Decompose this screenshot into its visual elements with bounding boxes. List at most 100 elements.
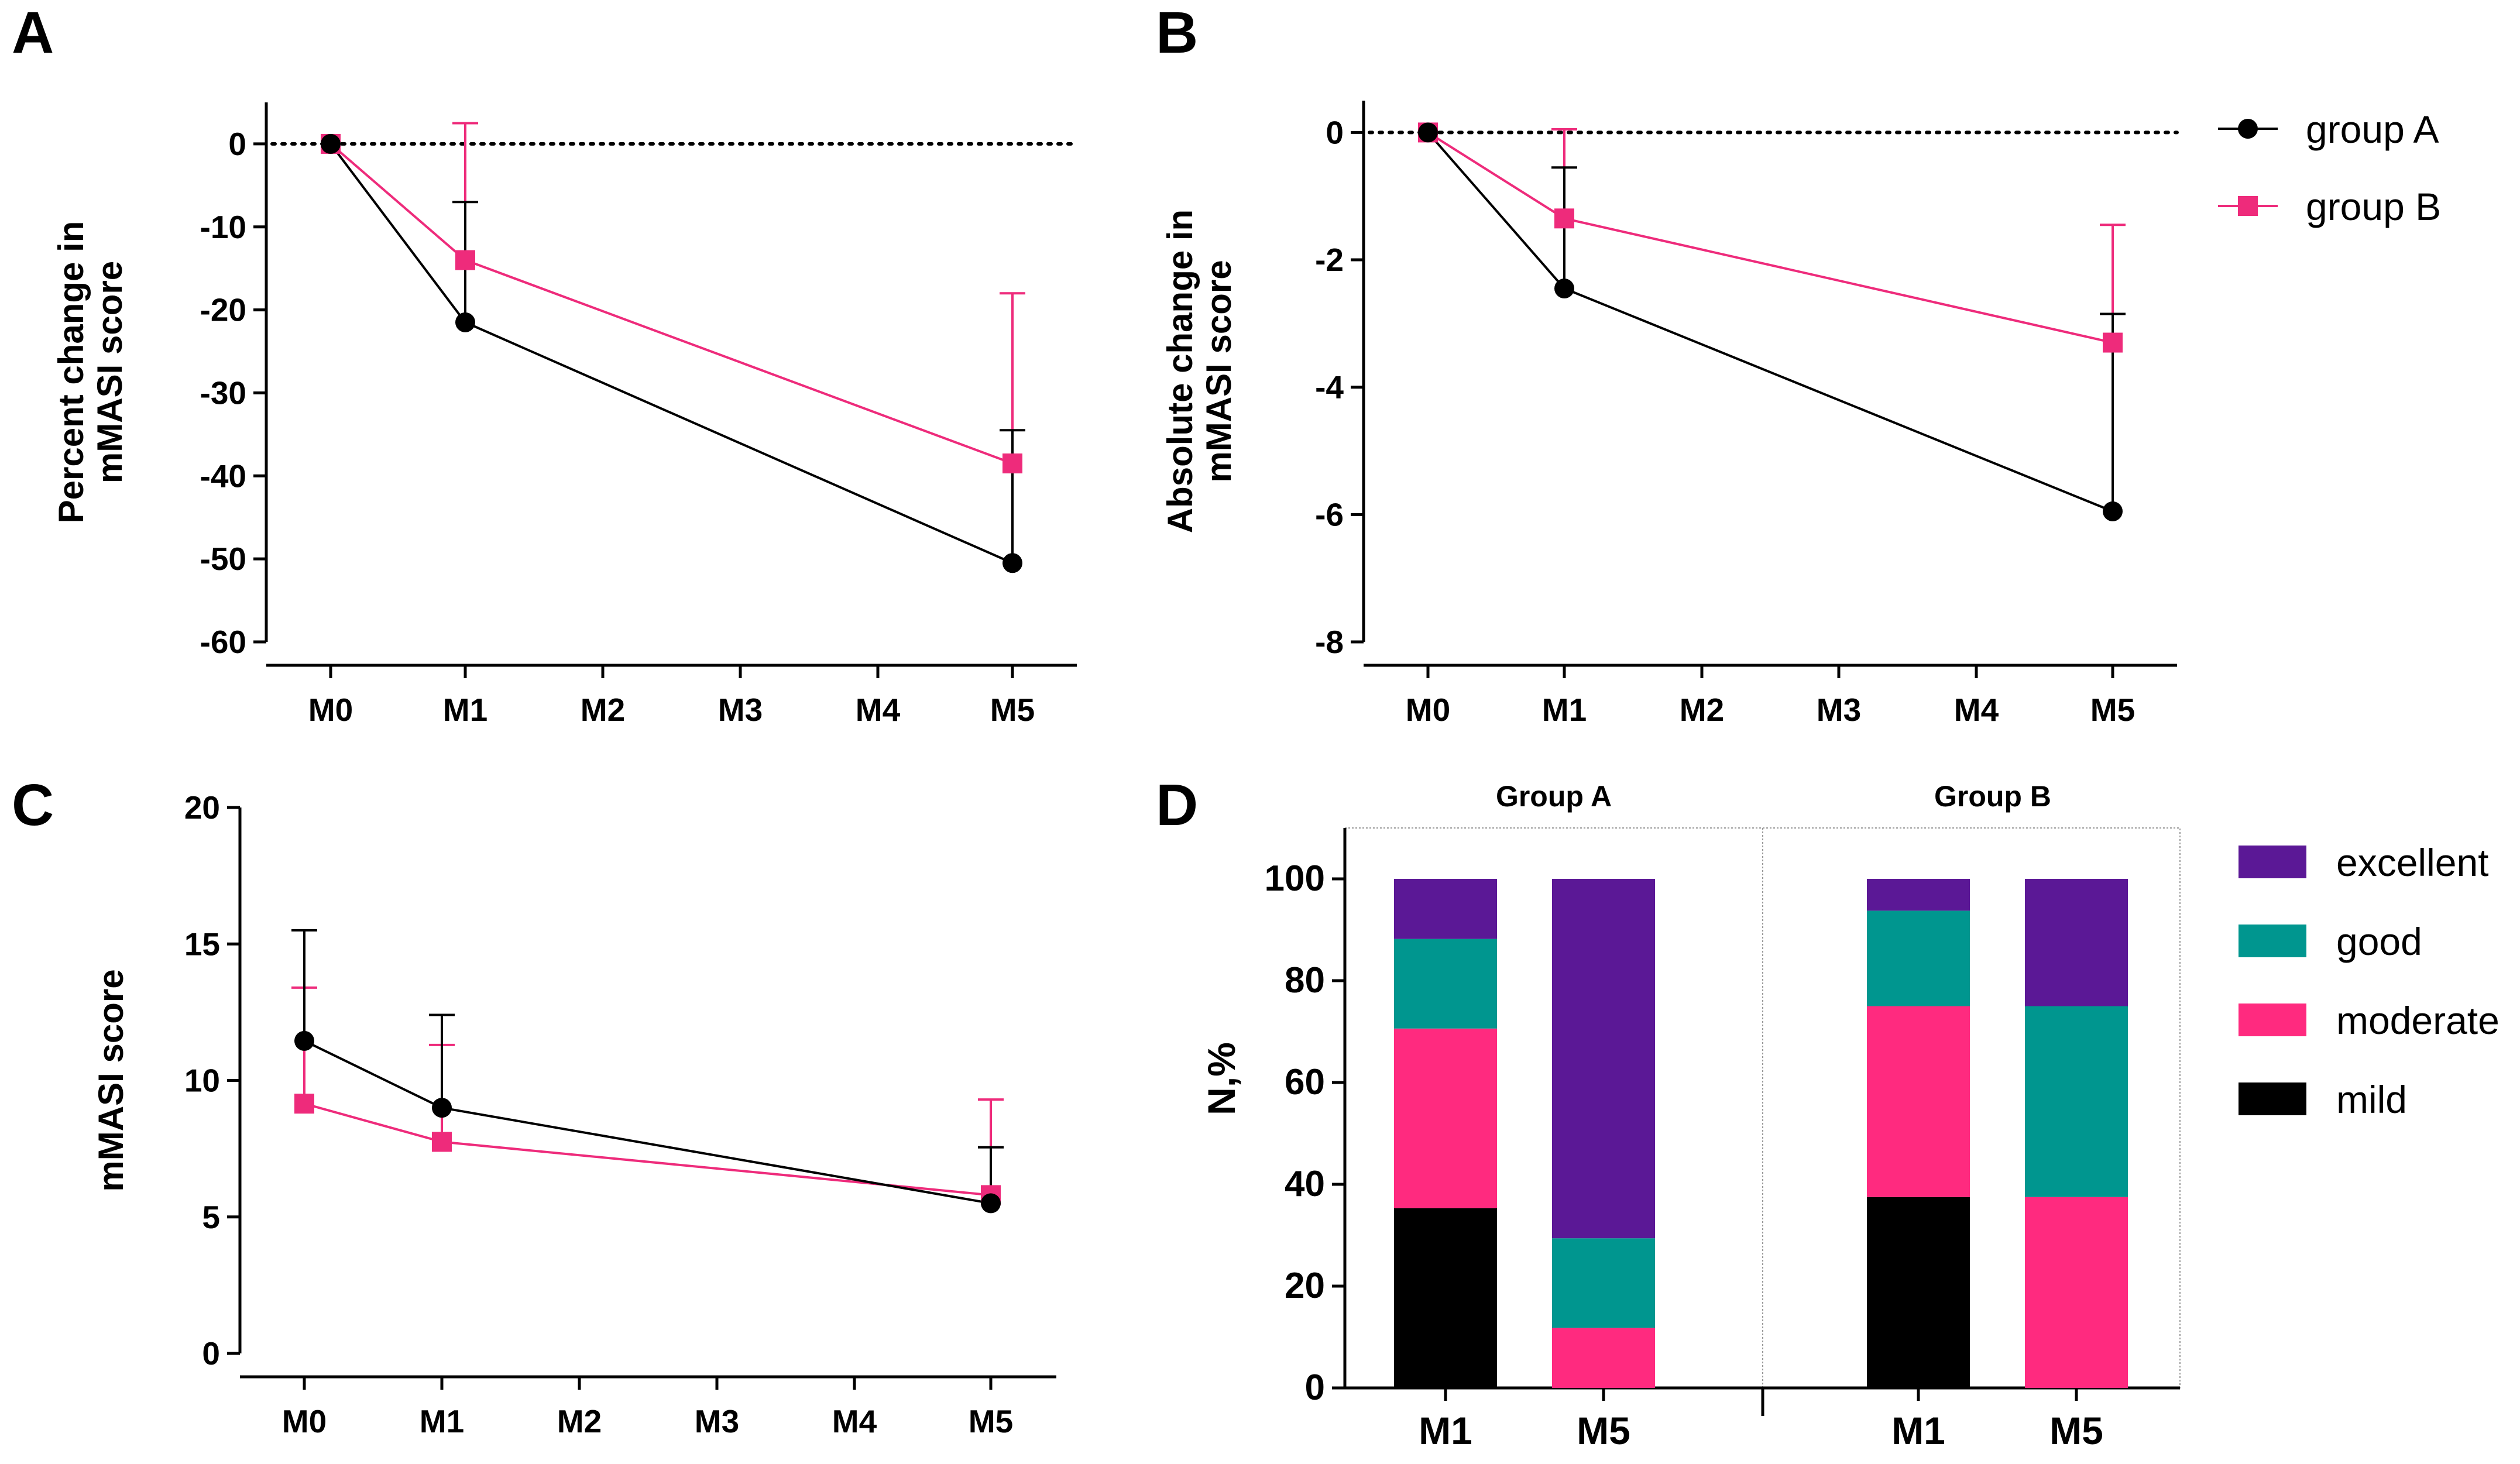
data-point-group-a xyxy=(1418,122,1438,143)
bar-segment-good xyxy=(1552,1238,1655,1328)
y-tick-label: -2 xyxy=(1315,242,1344,278)
data-point-group-a xyxy=(432,1098,452,1118)
y-tick-label: 15 xyxy=(184,926,220,962)
series-line-group-a xyxy=(304,1040,991,1205)
x-tick-label: M3 xyxy=(1817,692,1861,728)
bar-segment-good xyxy=(1867,910,1970,1006)
bar-segment-excellent xyxy=(1867,879,1970,911)
legend-label: mild xyxy=(2336,1078,2407,1121)
y-tick-label: -30 xyxy=(200,374,247,411)
x-tick-label: M4 xyxy=(1954,692,1999,728)
data-point-group-a xyxy=(981,1193,1001,1214)
bar-segment-moderate xyxy=(2025,1197,2128,1388)
x-tick-label: M1 xyxy=(420,1403,464,1439)
data-point-group-a xyxy=(1554,279,1574,299)
panel-letter-b: B xyxy=(1156,0,1198,66)
y-tick-label: 80 xyxy=(1285,960,1325,1001)
data-point-group-a xyxy=(294,1030,314,1051)
legend-swatch-moderate xyxy=(2239,1004,2306,1036)
data-point-group-b xyxy=(294,1094,314,1114)
y-tick-label: -20 xyxy=(200,292,247,328)
y-axis-title: Percent change in xyxy=(52,221,91,524)
x-tick-label: M3 xyxy=(718,692,763,728)
y-tick-label: 40 xyxy=(1285,1164,1325,1204)
x-tick-label: M4 xyxy=(856,692,901,728)
group-a-header: Group A xyxy=(1496,780,1612,813)
data-point-group-a xyxy=(1002,553,1022,573)
x-tick-label: M1 xyxy=(1891,1409,1945,1452)
y-tick-label: -60 xyxy=(200,624,247,660)
legend-group: group A group B xyxy=(2218,108,2441,228)
x-tick-label: M2 xyxy=(557,1403,602,1439)
data-point-group-a xyxy=(455,312,475,332)
bar-segment-moderate xyxy=(1867,1006,1970,1197)
x-tick-label: M0 xyxy=(1406,692,1450,728)
panel-letter-c: C xyxy=(12,772,54,838)
x-tick-label: M2 xyxy=(1680,692,1724,728)
series-line-group-a xyxy=(1427,132,2113,513)
panel-a-line-chart: 0 -10 -20 -30 -40 -50 -60 M0 M1 M2 M3 M4 M5 Percent c… xyxy=(52,102,1079,728)
data-point-group-b xyxy=(1002,453,1022,474)
legend-label: moderate xyxy=(2336,999,2500,1042)
bar-segment-excellent xyxy=(1394,879,1497,939)
legend-swatch-good xyxy=(2239,925,2306,957)
panel-letter-d: D xyxy=(1156,772,1198,838)
y-tick-label: 0 xyxy=(202,1335,220,1372)
group-b-header: Group B xyxy=(1934,780,2051,813)
x-tick-label: M2 xyxy=(581,692,625,728)
y-tick-label: 0 xyxy=(228,126,246,162)
y-axis-title: Absolute change in xyxy=(1161,209,1200,533)
legend-label: good xyxy=(2336,920,2422,963)
legend-label: excellent xyxy=(2336,841,2489,884)
series-line-group-a xyxy=(329,143,1013,565)
legend-label: group B xyxy=(2306,185,2441,228)
bar-segment-excellent xyxy=(1552,879,1655,1239)
series-line-group-b xyxy=(329,143,1013,465)
y-axis-title: N,% xyxy=(1200,1042,1243,1115)
bar-segment-moderate xyxy=(1552,1328,1655,1388)
x-tick-label: M5 xyxy=(1577,1409,1630,1452)
data-point-group-b xyxy=(455,250,475,270)
y-tick-label: 0 xyxy=(1305,1367,1325,1408)
legend-marker-square xyxy=(2238,196,2258,216)
y-tick-label: 5 xyxy=(202,1199,220,1235)
data-point-group-a xyxy=(2103,501,2123,521)
y-tick-label: -6 xyxy=(1315,496,1344,532)
bar-segment-good xyxy=(2025,1006,2128,1197)
bar-segment-mild xyxy=(1394,1208,1497,1388)
legend-swatch-excellent xyxy=(2239,846,2306,878)
y-tick-label: -40 xyxy=(200,458,247,494)
y-tick-label: 0 xyxy=(1326,114,1344,150)
y-tick-label: 20 xyxy=(1285,1266,1325,1306)
bar-segment-good xyxy=(1394,939,1497,1029)
x-tick-label: M1 xyxy=(1542,692,1587,728)
y-tick-label: -8 xyxy=(1315,624,1344,660)
x-tick-label: M5 xyxy=(2090,692,2135,728)
data-point-group-b xyxy=(432,1132,452,1152)
data-point-group-b xyxy=(2103,332,2123,353)
x-tick-label: M5 xyxy=(2049,1409,2103,1452)
y-tick-label: 100 xyxy=(1265,858,1325,899)
panel-d-stacked-bar-chart: 100 80 60 40 20 0 N,% Group A Group B M1 M5 M1 M5 xyxy=(1200,780,2181,1452)
y-tick-label: -10 xyxy=(200,209,247,245)
y-axis-title: mMASI score xyxy=(90,261,129,483)
x-tick-label: M0 xyxy=(308,692,353,728)
panel-c-line-chart: 20 15 10 5 0 M0 M1 M2 M3 M4 M5 mMASI score xyxy=(91,789,1056,1439)
panel-letter-a: A xyxy=(12,0,54,66)
legend-response: excellent good moderate mild xyxy=(2239,841,2500,1121)
y-tick-label: -50 xyxy=(200,541,247,577)
bar-segment-excellent xyxy=(2025,879,2128,1006)
legend-swatch-mild xyxy=(2239,1082,2306,1115)
series-line-group-b xyxy=(1427,131,2113,344)
data-point-group-a xyxy=(321,133,341,154)
data-point-group-b xyxy=(1554,208,1574,229)
y-tick-label: -4 xyxy=(1315,369,1344,405)
y-tick-label: 60 xyxy=(1285,1062,1325,1102)
x-tick-label: M1 xyxy=(1419,1409,1472,1452)
y-tick-label: 20 xyxy=(184,789,220,826)
x-tick-label: M3 xyxy=(695,1403,739,1439)
x-tick-label: M1 xyxy=(443,692,487,728)
y-axis-title: mMASI score xyxy=(91,969,131,1191)
y-axis-title: mMASI score xyxy=(1199,260,1238,482)
y-tick-label: 10 xyxy=(184,1063,220,1099)
